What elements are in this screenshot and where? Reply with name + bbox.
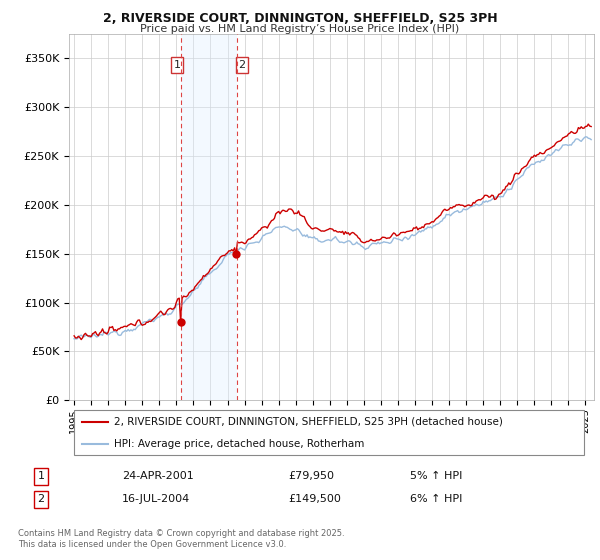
Text: £79,950: £79,950 <box>289 471 335 481</box>
Text: £149,500: £149,500 <box>289 494 341 505</box>
Text: 2: 2 <box>238 60 245 70</box>
Text: Price paid vs. HM Land Registry’s House Price Index (HPI): Price paid vs. HM Land Registry’s House … <box>140 24 460 34</box>
Text: 5% ↑ HPI: 5% ↑ HPI <box>410 471 462 481</box>
Text: Contains HM Land Registry data © Crown copyright and database right 2025.
This d: Contains HM Land Registry data © Crown c… <box>18 529 344 549</box>
Text: 2, RIVERSIDE COURT, DINNINGTON, SHEFFIELD, S25 3PH (detached house): 2, RIVERSIDE COURT, DINNINGTON, SHEFFIEL… <box>113 417 503 427</box>
Text: 2: 2 <box>37 494 44 505</box>
Text: 16-JUL-2004: 16-JUL-2004 <box>122 494 190 505</box>
Text: 6% ↑ HPI: 6% ↑ HPI <box>410 494 462 505</box>
Text: 1: 1 <box>173 60 181 70</box>
Text: HPI: Average price, detached house, Rotherham: HPI: Average price, detached house, Roth… <box>113 438 364 449</box>
Text: 1: 1 <box>38 471 44 481</box>
Bar <box>181 34 237 400</box>
Text: 24-APR-2001: 24-APR-2001 <box>122 471 193 481</box>
Text: 2, RIVERSIDE COURT, DINNINGTON, SHEFFIELD, S25 3PH: 2, RIVERSIDE COURT, DINNINGTON, SHEFFIEL… <box>103 12 497 25</box>
FancyBboxPatch shape <box>74 410 583 455</box>
